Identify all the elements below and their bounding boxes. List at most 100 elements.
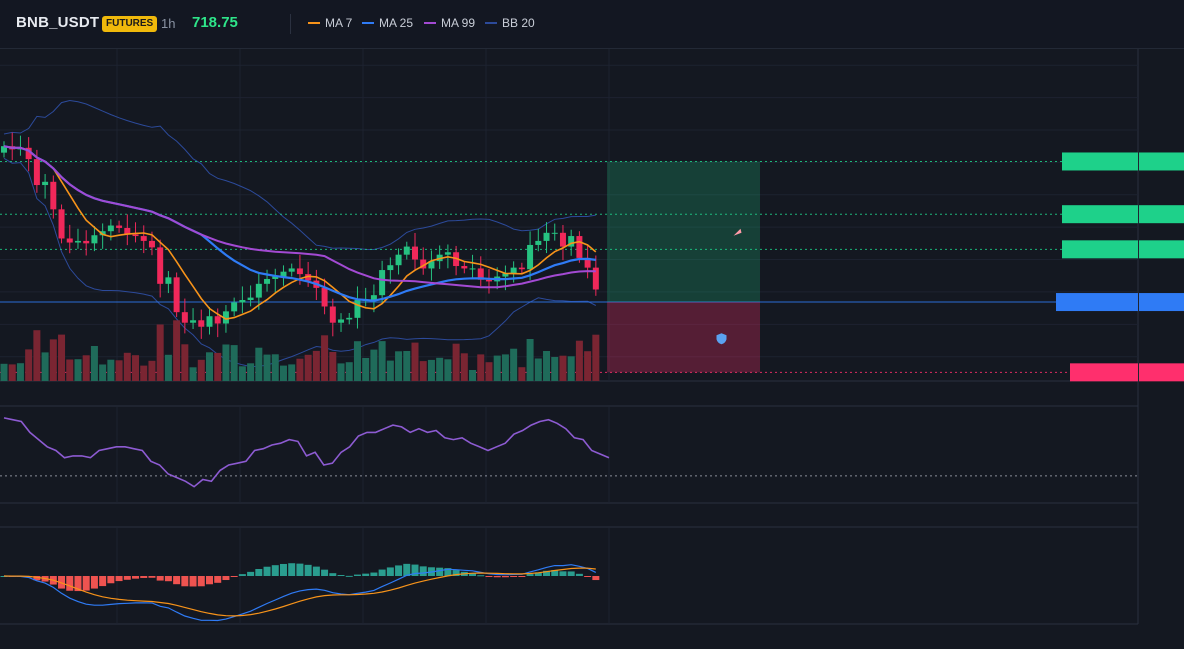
volume-bar: [452, 343, 460, 381]
volume-bar: [353, 341, 361, 381]
volume-bar: [247, 363, 255, 381]
macd-histogram-bar: [395, 565, 403, 576]
volume-bar: [197, 359, 205, 381]
risk-zone: [607, 302, 760, 373]
macd-histogram-bar: [181, 576, 189, 587]
volume-bar: [403, 351, 411, 381]
candle-body: [25, 147, 32, 160]
legend-ma7[interactable]: MA 7: [308, 16, 352, 30]
last-price: 718.75: [192, 14, 238, 31]
macd-histogram-bar: [444, 568, 452, 576]
candle-body: [338, 319, 345, 323]
macd-histogram-bar: [559, 571, 567, 576]
candle-body: [83, 240, 90, 244]
macd-histogram-bar: [312, 566, 320, 576]
price-axis-tag: [1139, 152, 1184, 171]
macd-histogram-bar: [33, 576, 41, 581]
legend-label: BB 20: [502, 16, 535, 30]
candle-body: [387, 265, 394, 271]
candle-body: [190, 320, 197, 323]
candle-body: [543, 232, 550, 241]
legend-swatch: [424, 22, 436, 24]
candle-body: [420, 259, 427, 269]
trade-tag: [1062, 205, 1138, 224]
candle-body: [518, 267, 525, 270]
volume-bar: [189, 367, 197, 381]
rsi-line: [3, 417, 610, 488]
macd-histogram-bar: [156, 576, 164, 581]
candle-body: [214, 316, 221, 324]
volume-bar: [255, 347, 263, 381]
macd-histogram-bar: [501, 576, 509, 578]
volume-bar: [584, 351, 592, 381]
macd-histogram-bar: [255, 569, 263, 576]
volume-bar: [370, 349, 378, 381]
legend-label: MA 25: [379, 16, 414, 30]
legend-ma25[interactable]: MA 25: [362, 16, 413, 30]
macd-histogram-bar: [543, 570, 551, 576]
candle-body: [305, 274, 312, 281]
candle-body: [477, 268, 484, 280]
macd-histogram-bar: [247, 571, 255, 576]
candle-body: [502, 273, 509, 277]
macd-histogram-bar: [567, 571, 575, 576]
volume-bar: [0, 363, 8, 381]
volume-bar: [74, 359, 82, 381]
macd-histogram-bar: [296, 563, 304, 576]
macd-histogram-bar: [353, 574, 361, 576]
candle-body: [428, 261, 435, 269]
candle-body: [264, 278, 271, 284]
candle-body: [584, 257, 591, 268]
price-axis-tag: [1139, 205, 1184, 224]
volume-bar: [181, 344, 189, 381]
volume-bar: [140, 365, 148, 381]
volume-bar: [148, 360, 156, 381]
macd-histogram-bar: [378, 569, 386, 576]
macd-histogram-bar: [534, 572, 542, 576]
volume-bar: [8, 364, 16, 381]
candle-body: [239, 300, 246, 303]
volume-bar: [49, 339, 57, 381]
candle-body: [551, 232, 558, 234]
volume-bar: [444, 359, 452, 381]
volume-bar: [337, 363, 345, 381]
candle-body: [206, 316, 213, 327]
volume-bar: [41, 352, 49, 381]
profit-zone: [607, 161, 760, 303]
symbol-name[interactable]: BNB_USDT: [16, 14, 100, 31]
candle-body: [181, 312, 188, 323]
macd-histogram-bar: [419, 566, 427, 576]
candle-body: [379, 270, 386, 296]
macd-histogram-bar: [115, 576, 123, 582]
volume-bar: [510, 348, 518, 381]
volume-bar: [419, 361, 427, 381]
trade-tag: [1062, 240, 1138, 259]
volume-bar: [411, 342, 419, 381]
candle-body: [91, 235, 98, 244]
candle-body: [329, 306, 336, 323]
volume-bar: [25, 349, 33, 381]
candle-body: [535, 240, 542, 245]
price-axis-tag: [1139, 363, 1184, 382]
chart-background: [0, 49, 1184, 649]
volume-bar: [592, 334, 600, 381]
macd-histogram-bar: [263, 566, 271, 576]
macd-histogram-bar: [238, 574, 246, 576]
macd-line: [3, 564, 597, 622]
candle-body: [50, 181, 57, 210]
macd-histogram-bar: [575, 573, 583, 576]
candle-body: [165, 277, 172, 284]
legend-bb20[interactable]: BB 20: [485, 16, 535, 30]
volume-bar: [485, 362, 493, 381]
candle-body: [42, 181, 49, 186]
timeframe-label[interactable]: 1h: [161, 16, 176, 31]
volume-bar: [559, 355, 567, 381]
macd-histogram-bar: [345, 575, 353, 577]
macd-histogram-bar: [173, 576, 181, 585]
legend-ma99[interactable]: MA 99: [424, 16, 475, 30]
macd-histogram-bar: [403, 563, 411, 576]
candle-body: [255, 283, 262, 298]
macd-histogram-bar: [107, 576, 115, 584]
macd-histogram-bar: [370, 572, 378, 576]
